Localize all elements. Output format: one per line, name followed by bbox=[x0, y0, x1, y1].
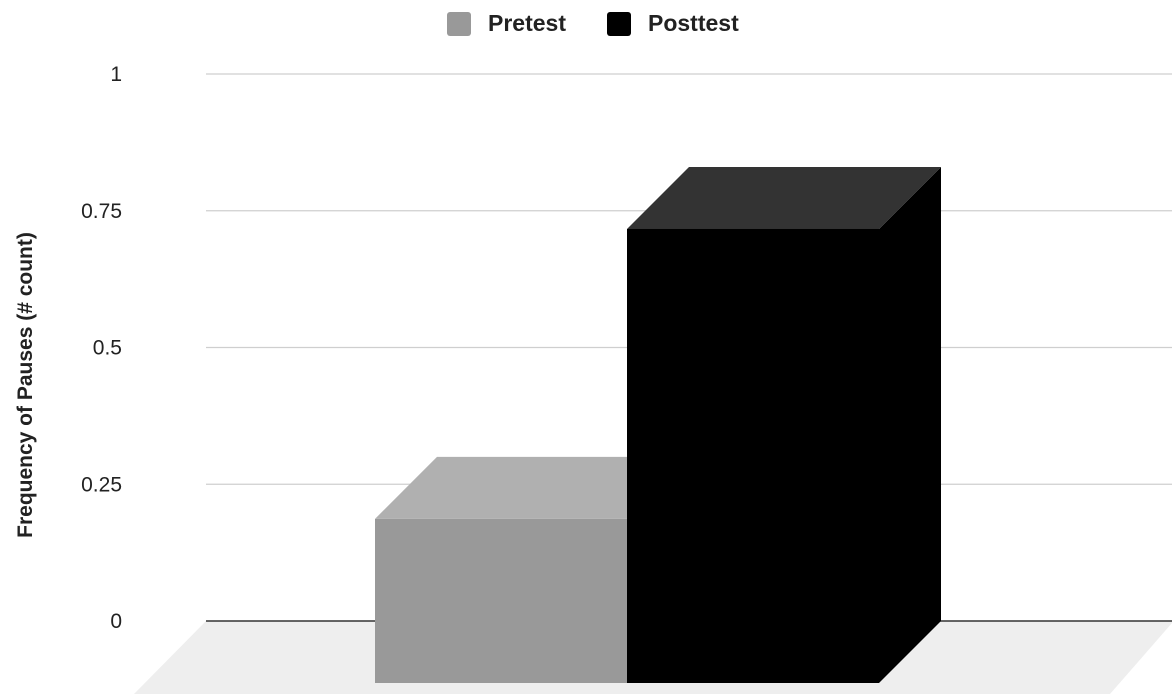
bars bbox=[375, 166, 941, 684]
bar-top-posttest bbox=[627, 166, 941, 229]
y-tick-label: 1 bbox=[110, 63, 122, 86]
bar-side-posttest bbox=[879, 166, 941, 684]
bar-top-pretest bbox=[375, 456, 689, 519]
y-axis-ticks: 0 0.25 0.5 0.75 1 bbox=[81, 63, 122, 633]
y-tick-label: 0 bbox=[110, 610, 122, 633]
bar-posttest bbox=[627, 228, 879, 684]
y-tick-label: 0.5 bbox=[93, 337, 122, 360]
bar-pretest bbox=[375, 518, 627, 683]
y-tick-label: 0.75 bbox=[81, 200, 122, 223]
legend-label-pretest: Pretest bbox=[488, 10, 566, 36]
legend-swatch-posttest bbox=[607, 12, 631, 36]
legend-swatch-pretest bbox=[447, 12, 471, 36]
y-axis-label: Frequency of Pauses (# count) bbox=[14, 232, 37, 538]
legend-label-posttest: Posttest bbox=[648, 10, 739, 36]
legend: Pretest Posttest bbox=[447, 10, 739, 36]
y-tick-label: 0.25 bbox=[81, 473, 122, 496]
